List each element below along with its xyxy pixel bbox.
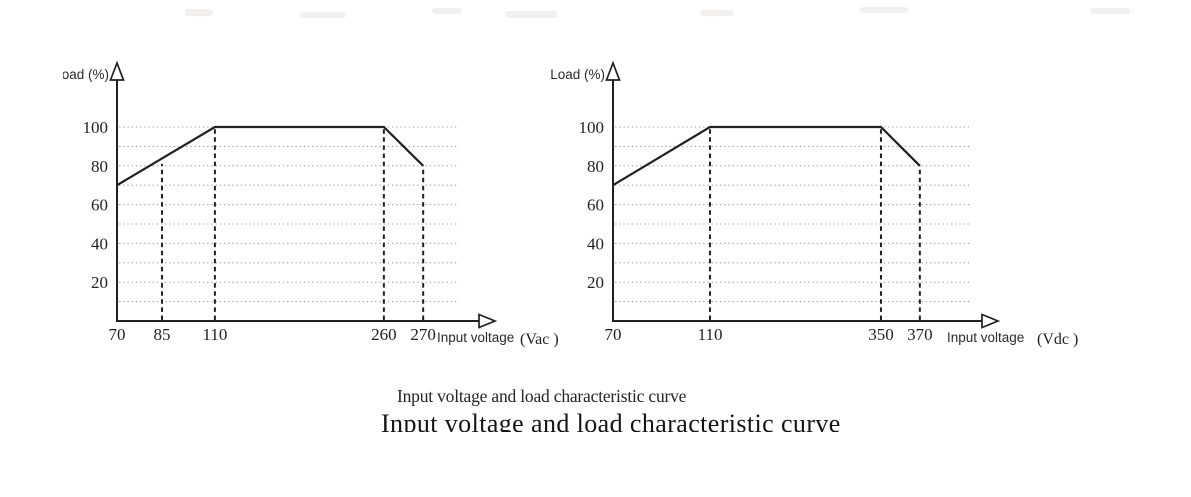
figure-caption-text: Input voltage and load characteristic cu… — [381, 411, 841, 432]
x-tick-label: 350 — [868, 325, 894, 344]
y-tick-label: 80 — [587, 157, 604, 176]
x-tick-label: 70 — [605, 325, 622, 344]
x-tick-label: 85 — [153, 325, 170, 344]
load-curve — [116, 125, 424, 187]
y-tick-label: 20 — [91, 273, 108, 292]
y-tick-label: 100 — [579, 118, 605, 137]
x-axis-arrow-icon — [981, 313, 1001, 329]
x-axis-title: Input voltage — [437, 330, 514, 345]
ac-load-derating-chart: 20 40 60 80 100 70 85 110 260 270 Load (%) Input vo… — [63, 60, 559, 348]
dc-load-derating-chart: 20 40 60 80 100 70 110 350 370 Load (%) Input volt… — [550, 60, 1078, 348]
x-tick-label: 260 — [371, 325, 397, 344]
y-axis-arrow-icon — [109, 60, 125, 81]
clipped-text-artifact — [700, 10, 734, 16]
figure-caption-duplicate-clipped: Input voltage and load characteristic cu… — [381, 411, 841, 432]
x-tick-label: 270 — [410, 325, 436, 344]
y-tick-label: 100 — [83, 118, 109, 137]
clipped-text-artifact — [1090, 8, 1130, 14]
y-tick-label: 40 — [587, 234, 604, 253]
clipped-text-artifact — [860, 7, 908, 13]
x-axis-arrow-icon — [478, 313, 498, 329]
x-tick-label: 110 — [698, 325, 723, 344]
y-tick-label: 40 — [91, 234, 108, 253]
figure-caption: Input voltage and load characteristic cu… — [397, 386, 687, 406]
y-tick-label: 80 — [91, 157, 108, 176]
y-tick-label: 60 — [587, 196, 604, 215]
y-axis-title: Load (%) — [550, 67, 605, 82]
load-curve — [612, 125, 921, 187]
x-tick-label: 70 — [109, 325, 126, 344]
clipped-text-artifact — [185, 9, 213, 16]
clipped-text-artifact — [300, 12, 346, 18]
x-tick-label: 370 — [907, 325, 933, 344]
y-tick-label: 60 — [91, 196, 108, 215]
clipped-text-artifact — [505, 11, 557, 18]
x-axis-title: Input voltage — [947, 330, 1024, 345]
x-axis-unit: (Vdc ) — [1037, 331, 1078, 348]
x-axis-unit: (Vac ) — [520, 331, 559, 348]
y-axis-arrow-icon — [605, 60, 621, 81]
clipped-text-artifact — [432, 8, 462, 14]
y-axis-title: Load (%) — [63, 67, 109, 82]
y-tick-label: 20 — [587, 273, 604, 292]
x-tick-label: 110 — [202, 325, 227, 344]
